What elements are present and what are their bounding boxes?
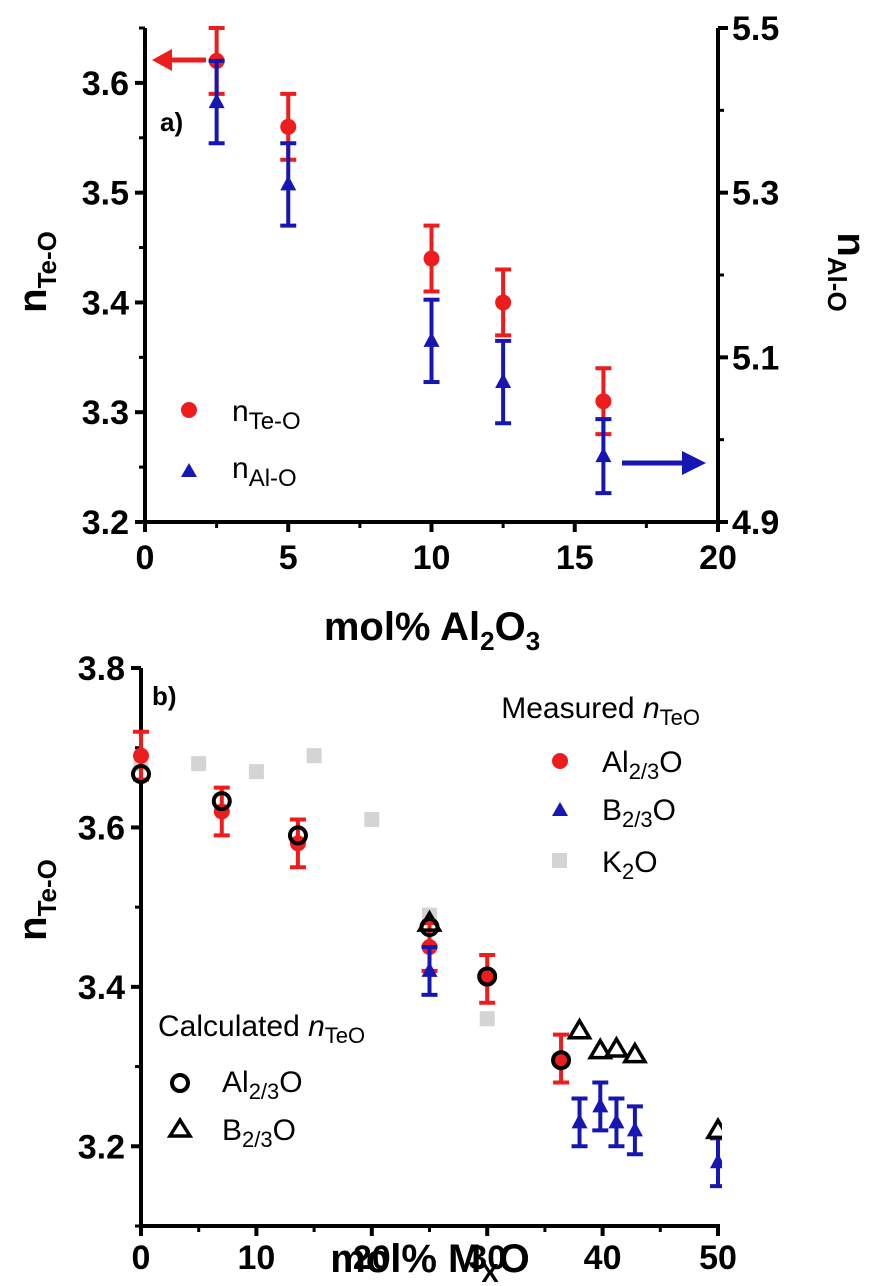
legend-calculated-title: Calculated nTeO [158, 1010, 365, 1048]
panel-a-y-right-tick-label: 4.9 [732, 504, 779, 542]
panel-b-y-tick-label: 3.2 [78, 1128, 125, 1166]
panel-b-y-tick-label: 3.6 [78, 809, 125, 847]
point-alo [280, 175, 297, 191]
point-alo [495, 373, 512, 389]
legend-label-b23o-calculated: B2/3O [222, 1114, 296, 1152]
panel-a-y-left-tick-label: 3.6 [82, 65, 129, 103]
point-measured-b23o [710, 1153, 722, 1169]
legend-marker-al23o-calculated [170, 1073, 190, 1093]
panel-a-y-left-tick-label: 3.4 [82, 284, 129, 322]
point-measured-k2o [479, 1011, 495, 1027]
point-measured-b23o [421, 961, 438, 977]
panel-a-y-right-tick-label: 5.5 [732, 10, 779, 48]
point-measured-k2o [191, 756, 207, 772]
legend-label-al23o-calculated: Al2/3O [222, 1066, 303, 1104]
panel-a-x-tick-label: 10 [413, 539, 451, 577]
point-measured-k2o [248, 764, 264, 780]
panel-a-y-left-tick-label: 3.5 [82, 175, 129, 213]
panel-a-data [208, 26, 612, 496]
arrow-right-al-o [622, 451, 706, 475]
legend-marker-al23o-measured [552, 753, 568, 769]
panel-b-legend-calculated: Calculated nTeO Al2/3O B2/3O [158, 1010, 365, 1152]
panel-b-x-tick-label: 50 [699, 1239, 737, 1277]
legend-label-al-o: nAl-O [232, 452, 297, 492]
arrow-left-te-o [152, 49, 206, 71]
point-alo [595, 447, 612, 463]
panel-b-ylabel: nTe-O [11, 859, 62, 941]
panel-a-ylabel-left: nTe-O [11, 231, 62, 313]
panel-a-label: a) [160, 107, 183, 137]
point-calculated-b23o [566, 1017, 593, 1040]
legend-label-k2o-measured: K2O [602, 846, 658, 884]
point-teo [423, 250, 440, 267]
svg-text:nTe-O: nTe-O [11, 859, 62, 941]
panel-a-x-tick-label: 0 [136, 539, 155, 577]
panel-a: 0 5 10 15 20 3.2 3.3 3.4 3.5 3.6 4.9 5.1 5.3 5.5 a) n… [11, 10, 872, 656]
panel-b-x-tick-label: 0 [132, 1239, 151, 1277]
panel-b-legend-measured: Measured nTeO Al2/3O B2/3O K2O [501, 692, 700, 884]
panel-b-data [131, 729, 722, 1189]
legend-marker-b23o-calculated [166, 1116, 194, 1138]
panel-a-x-tick-label: 5 [279, 539, 298, 577]
svg-text:nTe-O: nTe-O [11, 231, 62, 313]
point-measured-al23o [133, 747, 149, 764]
point-calculated-b23o [621, 1041, 648, 1064]
point-teo [280, 118, 297, 135]
legend-measured-title: Measured nTeO [501, 692, 700, 730]
legend-label-al23o-measured: Al2/3O [602, 746, 683, 784]
point-alo [208, 93, 225, 109]
panel-a-axes: 0 5 10 15 20 3.2 3.3 3.4 3.5 3.6 4.9 5.1 5.3 5.5 [82, 10, 780, 577]
panel-b-x-tick-label: 30 [468, 1239, 506, 1277]
legend-marker-k2o-measured [552, 853, 567, 868]
point-alo [423, 331, 440, 347]
point-calculated-b23o [704, 1116, 722, 1140]
panel-b-axes: 0 10 20 30 40 50 3.2 3.4 3.6 3.8 [78, 650, 737, 1277]
panel-a-x-tick-label: 20 [699, 539, 737, 577]
point-measured-k2o [364, 811, 380, 827]
panel-b: 0 10 20 30 40 50 3.2 3.4 3.6 3.8 b) nTe-O mol% MX… [11, 650, 737, 1286]
point-measured-b23o [626, 1121, 643, 1137]
legend-label-b23o-measured: B2/3O [602, 794, 676, 832]
panel-a-y-left-tick-label: 3.2 [82, 504, 129, 542]
legend-marker-al-o [181, 463, 197, 477]
panel-b-xlabel: mol% MXO [330, 1237, 530, 1286]
panel-a-y-right-tick-label: 5.1 [732, 339, 779, 377]
legend-marker-b23o-measured [552, 802, 568, 816]
panel-b-y-tick-label: 3.8 [78, 650, 125, 688]
point-measured-b23o [592, 1097, 609, 1113]
legend-marker-te-o [181, 402, 197, 418]
panel-b-x-tick-label: 10 [237, 1239, 275, 1277]
panel-b-x-tick-label: 20 [353, 1239, 391, 1277]
point-measured-k2o [306, 748, 322, 764]
panel-b-label: b) [152, 681, 177, 711]
point-calculated-al23o [287, 825, 308, 846]
point-calculated-al23o [551, 1050, 572, 1071]
panel-a-y-right-tick-label: 5.3 [732, 175, 779, 213]
point-teo [495, 294, 512, 311]
panel-a-ylabel-right: nAl-O [822, 232, 872, 311]
panel-a-x-tick-label: 15 [556, 539, 594, 577]
point-measured-b23o [608, 1113, 625, 1129]
point-calculated-al23o [131, 764, 151, 785]
panel-a-legend: nTe-O nAl-O [181, 395, 301, 492]
point-calculated-al23o [477, 966, 498, 987]
point-calculated-al23o [211, 791, 232, 812]
panel-b-x-tick-label: 40 [584, 1239, 622, 1277]
panel-b-y-tick-label: 3.4 [78, 969, 125, 1007]
svg-text:nAl-O: nAl-O [822, 232, 872, 311]
legend-label-te-o: nTe-O [232, 395, 301, 435]
point-calculated-b23o [603, 1035, 630, 1058]
panel-a-y-left-tick-label: 3.3 [82, 394, 129, 432]
point-teo [595, 393, 612, 410]
point-calculated-b23o [416, 909, 443, 932]
panel-a-xlabel: mol% Al2O3 [324, 605, 540, 656]
point-measured-b23o [571, 1113, 588, 1129]
point-calculated-b23o [587, 1037, 614, 1060]
